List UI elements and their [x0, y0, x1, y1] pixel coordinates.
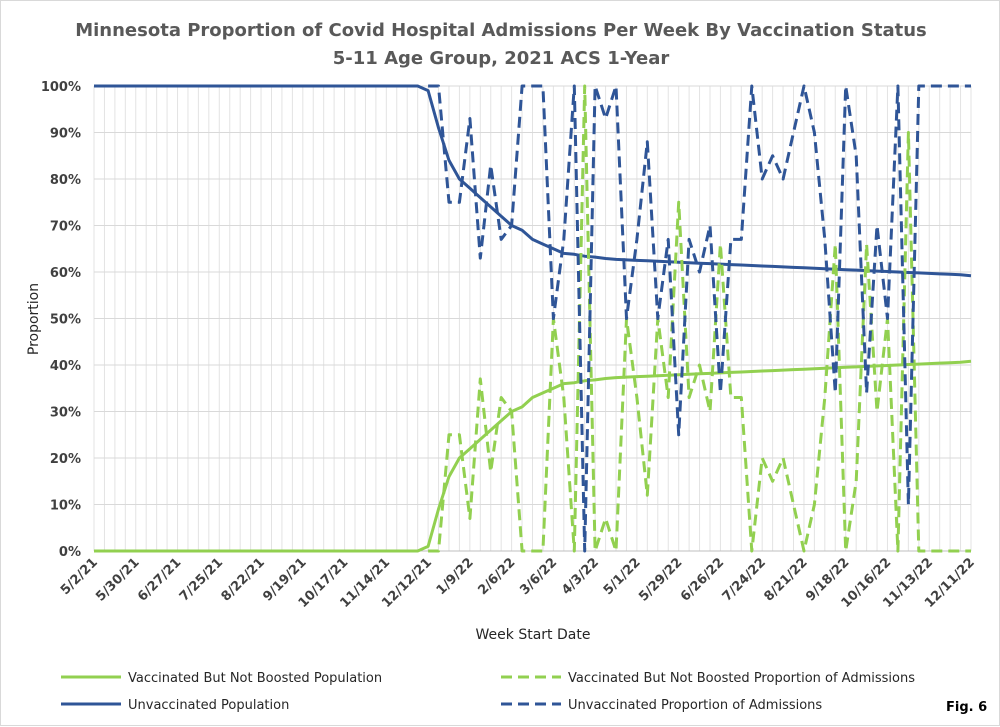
x-axis-label: Week Start Date: [476, 627, 591, 643]
y-axis-ticks: 0% 10% 20% 30% 40% 50% 60% 70% 80% 90% 100%: [41, 80, 81, 560]
x-tick-label: 8/22/21: [219, 555, 268, 604]
legend-label-2: Unvaccinated Population: [128, 698, 289, 713]
series-line-0: [94, 359, 972, 553]
figure-label: Fig. 6: [946, 700, 987, 715]
y-tick-label: 40%: [50, 359, 81, 374]
y-tick-label: 60%: [50, 266, 81, 281]
y-tick-label: 50%: [50, 313, 81, 328]
y-tick-label: 10%: [50, 499, 81, 514]
legend-label-3: Unvaccinated Proportion of Admissions: [568, 698, 822, 713]
x-tick-label: 5/29/22: [636, 555, 685, 604]
x-tick-label: 6/27/21: [135, 555, 184, 604]
x-tick-label: 5/30/21: [93, 555, 142, 604]
y-tick-label: 100%: [41, 80, 81, 95]
y-tick-label: 30%: [50, 406, 81, 421]
x-tick-label: 1/9/22: [434, 555, 477, 598]
chart-subtitle: 5-11 Age Group, 2021 ACS 1-Year: [333, 48, 670, 69]
y-tick-label: 20%: [50, 452, 81, 467]
y-tick-label: 80%: [50, 173, 81, 188]
series-lines: [94, 84, 972, 553]
x-tick-label: 2/6/22: [476, 555, 519, 598]
chart-title: Minnesota Proportion of Covid Hospital A…: [75, 20, 927, 41]
x-tick-label: 7/24/22: [720, 555, 769, 604]
x-tick-label: 8/21/22: [761, 555, 810, 604]
legend: Vaccinated But Not Boosted Population Vac…: [61, 671, 915, 713]
y-tick-label: 70%: [50, 220, 81, 235]
x-tick-label: 4/3/22: [559, 555, 602, 598]
series-line-2: [94, 84, 972, 278]
gridlines: [93, 85, 972, 552]
y-tick-label: 90%: [50, 127, 81, 142]
legend-label-1: Vaccinated But Not Boosted Proportion of…: [568, 671, 915, 686]
y-tick-label: 0%: [59, 545, 81, 560]
x-tick-label: 3/6/22: [517, 555, 560, 598]
legend-label-0: Vaccinated But Not Boosted Population: [128, 671, 382, 686]
x-axis-ticks: 5/2/215/30/216/27/217/25/218/22/219/19/2…: [58, 555, 978, 611]
y-axis-label: Proportion: [26, 283, 42, 355]
series-line-1: [428, 84, 971, 553]
series-line-3: [428, 84, 971, 553]
x-tick-label: 7/25/21: [177, 555, 226, 604]
x-tick-label: 6/26/22: [678, 555, 727, 604]
